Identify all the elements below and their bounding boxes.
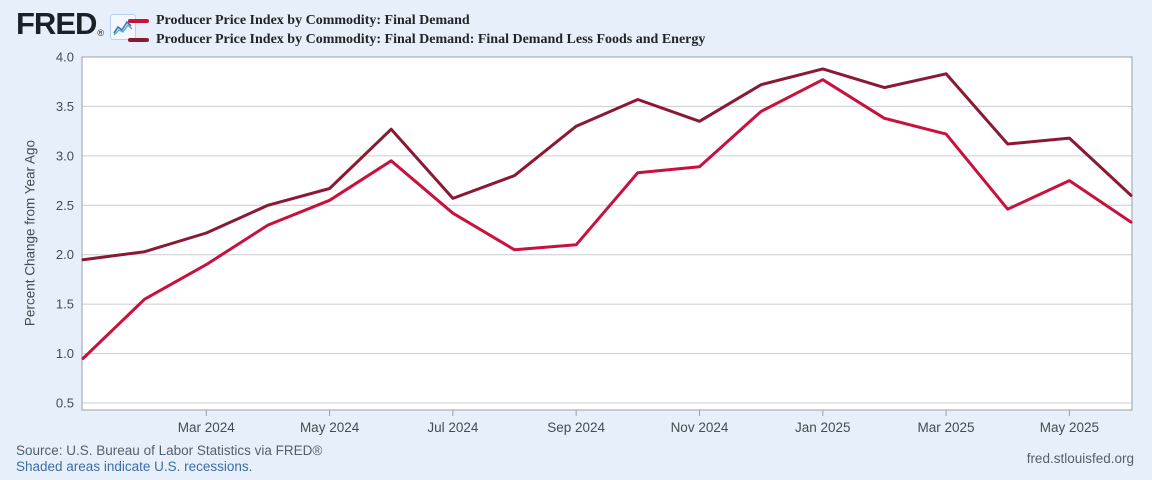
- chart-legend: Producer Price Index by Commodity: Final…: [128, 11, 705, 49]
- svg-text:3.5: 3.5: [56, 99, 74, 114]
- recessions-note-link[interactable]: Shaded areas indicate U.S. recessions.: [16, 459, 253, 474]
- svg-text:1.5: 1.5: [56, 297, 74, 312]
- svg-text:2.5: 2.5: [56, 198, 74, 213]
- fred-site-link[interactable]: fred.stlouisfed.org: [1026, 451, 1134, 466]
- legend-swatch-icon: [128, 18, 149, 23]
- svg-text:4.0: 4.0: [56, 50, 74, 65]
- svg-text:Sep 2024: Sep 2024: [547, 420, 605, 435]
- svg-text:Mar 2024: Mar 2024: [178, 420, 236, 435]
- chart-area: 0.5 1.0 1.5 2.0 2.5 3.0 3.5 4.0 Mar 2024 May 2024…: [0, 50, 1152, 435]
- svg-text:May 2025: May 2025: [1040, 420, 1099, 435]
- registered-mark: ®: [97, 28, 105, 38]
- legend-swatch-icon: [128, 37, 149, 42]
- svg-text:Mar 2025: Mar 2025: [918, 420, 975, 435]
- svg-text:1.0: 1.0: [56, 346, 74, 361]
- legend-label: Producer Price Index by Commodity: Final…: [156, 31, 706, 47]
- svg-text:3.0: 3.0: [56, 148, 74, 163]
- svg-text:May 2024: May 2024: [300, 420, 360, 435]
- chart-plot-area: 0.5 1.0 1.5 2.0 2.5 3.0 3.5 4.0 Mar 2024 May 2024…: [56, 50, 1133, 435]
- svg-text:0.5: 0.5: [56, 396, 74, 411]
- source-text: Source: U.S. Bureau of Labor Statistics …: [16, 443, 323, 458]
- line-chart-icon: [110, 14, 137, 40]
- fred-logo-text: FRED: [16, 6, 97, 41]
- svg-text:Nov 2024: Nov 2024: [671, 420, 729, 435]
- svg-text:Jul 2024: Jul 2024: [427, 420, 479, 435]
- legend-item-core-final-demand: Producer Price Index by Commodity: Final…: [128, 30, 705, 49]
- svg-text:Jan 2025: Jan 2025: [795, 420, 851, 435]
- y-axis-title: Percent Change from Year Ago: [22, 139, 38, 327]
- legend-item-final-demand: Producer Price Index by Commodity: Final…: [128, 11, 705, 30]
- legend-label: Producer Price Index by Commodity: Final…: [156, 12, 470, 28]
- svg-text:2.0: 2.0: [56, 247, 74, 262]
- fred-logo[interactable]: FRED ®: [16, 6, 137, 42]
